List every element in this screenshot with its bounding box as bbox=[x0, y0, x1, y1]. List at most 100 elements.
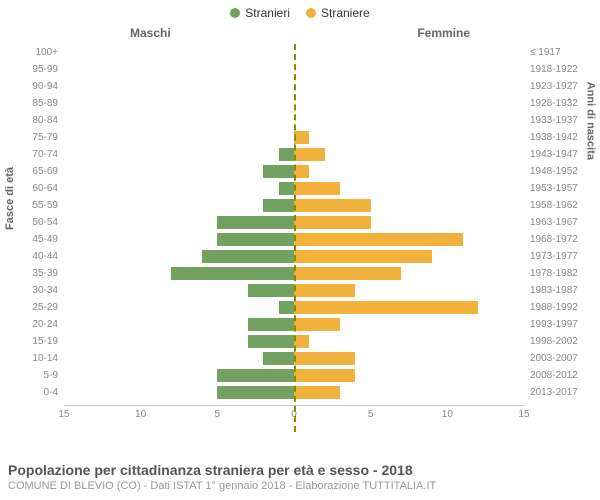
bar-pair bbox=[64, 350, 524, 367]
bar-pair bbox=[64, 163, 524, 180]
x-tick: 15 bbox=[58, 409, 69, 420]
female-bar bbox=[294, 165, 309, 178]
female-half bbox=[294, 97, 524, 110]
female-bar bbox=[294, 335, 309, 348]
birth-year-label: 1988-1992 bbox=[530, 299, 596, 316]
female-half bbox=[294, 369, 524, 382]
x-axis: 15105051015 bbox=[64, 405, 524, 428]
bar-pair bbox=[64, 214, 524, 231]
male-half bbox=[64, 352, 294, 365]
birth-year-label: 1938-1942 bbox=[530, 129, 596, 146]
column-header-female: Femmine bbox=[417, 26, 470, 40]
bar-pair bbox=[64, 61, 524, 78]
bar-pair bbox=[64, 299, 524, 316]
bar-pair bbox=[64, 129, 524, 146]
pyramid-row: 10-142003-2007 bbox=[64, 350, 524, 367]
age-label: 40-44 bbox=[4, 248, 58, 265]
male-bar bbox=[263, 199, 294, 212]
birth-year-label: 1963-1967 bbox=[530, 214, 596, 231]
female-half bbox=[294, 301, 524, 314]
age-label: 90-94 bbox=[4, 78, 58, 95]
male-half bbox=[64, 233, 294, 246]
legend-item: Stranieri bbox=[230, 6, 290, 20]
pyramid-row: 20-241993-1997 bbox=[64, 316, 524, 333]
bar-pair bbox=[64, 112, 524, 129]
male-bar bbox=[217, 233, 294, 246]
pyramid-row: 85-891928-1932 bbox=[64, 95, 524, 112]
female-bar bbox=[294, 233, 463, 246]
pyramid-row: 80-841933-1937 bbox=[64, 112, 524, 129]
female-half bbox=[294, 148, 524, 161]
bar-pair bbox=[64, 146, 524, 163]
male-bar bbox=[248, 284, 294, 297]
female-half bbox=[294, 233, 524, 246]
male-bar bbox=[217, 369, 294, 382]
rows-container: 100+≤ 191795-991918-192290-941923-192785… bbox=[64, 44, 524, 401]
pyramid-row: 50-541963-1967 bbox=[64, 214, 524, 231]
male-half bbox=[64, 335, 294, 348]
male-bar bbox=[248, 318, 294, 331]
chart-title: Popolazione per cittadinanza straniera p… bbox=[8, 462, 592, 478]
male-half bbox=[64, 97, 294, 110]
female-half bbox=[294, 199, 524, 212]
birth-year-label: ≤ 1917 bbox=[530, 44, 596, 61]
x-tick: 10 bbox=[135, 409, 146, 420]
female-bar bbox=[294, 182, 340, 195]
pyramid-row: 75-791938-1942 bbox=[64, 129, 524, 146]
pyramid-row: 45-491968-1972 bbox=[64, 231, 524, 248]
male-bar bbox=[263, 352, 294, 365]
birth-year-label: 2008-2012 bbox=[530, 367, 596, 384]
pyramid-row: 0-42013-2017 bbox=[64, 384, 524, 401]
male-bar bbox=[263, 165, 294, 178]
age-label: 30-34 bbox=[4, 282, 58, 299]
male-half bbox=[64, 267, 294, 280]
bar-pair bbox=[64, 384, 524, 401]
age-label: 20-24 bbox=[4, 316, 58, 333]
legend-item: Straniere bbox=[306, 6, 370, 20]
legend-label: Straniere bbox=[321, 6, 370, 20]
male-half bbox=[64, 284, 294, 297]
male-bar bbox=[217, 216, 294, 229]
legend-label: Stranieri bbox=[245, 6, 290, 20]
female-half bbox=[294, 165, 524, 178]
bar-pair bbox=[64, 248, 524, 265]
age-label: 85-89 bbox=[4, 95, 58, 112]
age-label: 25-29 bbox=[4, 299, 58, 316]
pyramid-row: 25-291988-1992 bbox=[64, 299, 524, 316]
age-label: 60-64 bbox=[4, 180, 58, 197]
x-tick: 5 bbox=[215, 409, 221, 420]
chart-subtitle: COMUNE DI BLEVIO (CO) - Dati ISTAT 1° ge… bbox=[8, 480, 592, 492]
age-label: 75-79 bbox=[4, 129, 58, 146]
male-bar bbox=[279, 301, 294, 314]
birth-year-label: 1998-2002 bbox=[530, 333, 596, 350]
pyramid-row: 60-641953-1957 bbox=[64, 180, 524, 197]
male-half bbox=[64, 46, 294, 59]
male-half bbox=[64, 165, 294, 178]
age-label: 65-69 bbox=[4, 163, 58, 180]
birth-year-label: 1983-1987 bbox=[530, 282, 596, 299]
age-label: 15-19 bbox=[4, 333, 58, 350]
birth-year-label: 1953-1957 bbox=[530, 180, 596, 197]
pyramid-row: 5-92008-2012 bbox=[64, 367, 524, 384]
pyramid-row: 15-191998-2002 bbox=[64, 333, 524, 350]
pyramid-row: 90-941923-1927 bbox=[64, 78, 524, 95]
female-half bbox=[294, 131, 524, 144]
female-bar bbox=[294, 318, 340, 331]
pyramid-row: 35-391978-1982 bbox=[64, 265, 524, 282]
pyramid-row: 55-591958-1962 bbox=[64, 197, 524, 214]
age-label: 35-39 bbox=[4, 265, 58, 282]
birth-year-label: 1943-1947 bbox=[530, 146, 596, 163]
female-half bbox=[294, 182, 524, 195]
male-half bbox=[64, 318, 294, 331]
female-bar bbox=[294, 369, 355, 382]
pyramid-row: 65-691948-1952 bbox=[64, 163, 524, 180]
age-label: 45-49 bbox=[4, 231, 58, 248]
bar-pair bbox=[64, 265, 524, 282]
birth-year-label: 1948-1952 bbox=[530, 163, 596, 180]
female-bar bbox=[294, 131, 309, 144]
male-half bbox=[64, 250, 294, 263]
birth-year-label: 1933-1937 bbox=[530, 112, 596, 129]
male-bar bbox=[171, 267, 294, 280]
legend-swatch bbox=[230, 8, 240, 18]
pyramid-row: 100+≤ 1917 bbox=[64, 44, 524, 61]
